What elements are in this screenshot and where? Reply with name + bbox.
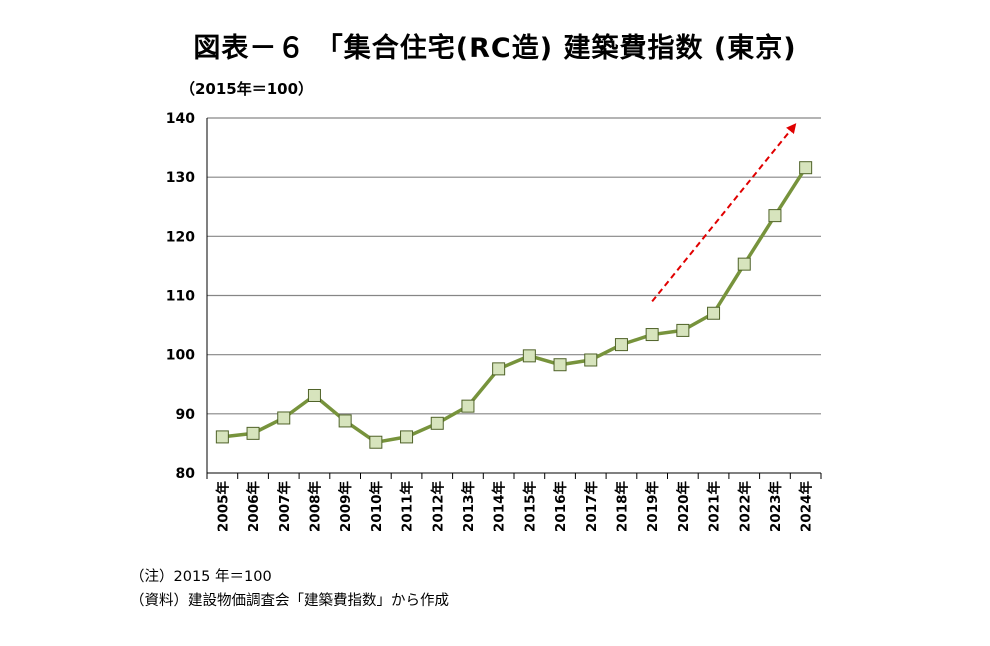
data-point [246,426,260,440]
data-point [584,353,598,367]
x-tick-label: 2014年 [491,481,508,533]
x-tick-label: 2016年 [552,481,569,533]
data-point [553,358,567,372]
data-point [737,257,751,271]
data-point [768,209,782,223]
data-point [277,411,291,425]
x-tick-label: 2006年 [245,481,262,533]
chart-title: 図表－６ 「集合住宅(RC造) 建築費指数 (東京) [193,33,797,64]
x-tick-label: 2007年 [276,481,293,533]
y-tick-label: 90 [176,407,196,423]
y-tick-label: 120 [166,229,195,245]
x-tick-label: 2011年 [399,481,416,533]
x-tick-label: 2023年 [767,481,784,533]
x-tick-label: 2019年 [644,481,661,533]
x-tick-label: 2009年 [337,481,354,533]
y-axis-unit-label: （2015年＝100） [180,80,314,98]
data-point [400,430,414,444]
x-tick-label: 2022年 [736,481,753,533]
x-tick-label: 2021年 [706,481,723,533]
data-point [307,388,321,402]
source-text: （資料）建設物価調査会「建築費指数」から作成 [130,593,449,609]
data-point [645,328,659,342]
x-tick-label: 2008年 [306,481,323,533]
x-tick-label: 2018年 [613,481,630,533]
data-point [676,323,690,337]
trend-arrow [651,123,797,303]
x-tick-label: 2024年 [798,481,815,533]
x-tick-label: 2013年 [460,481,477,533]
y-tick-label: 100 [166,348,195,364]
data-point [614,338,628,352]
data-point [338,414,352,428]
y-tick-label: 110 [166,289,195,305]
data-point [522,349,536,363]
y-tick-label: 140 [166,111,195,127]
x-tick-label: 2015年 [521,481,538,533]
data-point [707,306,721,320]
y-tick-label: 130 [166,170,195,186]
data-point [369,435,383,449]
x-tick-label: 2020年 [675,481,692,533]
y-tick-label: 80 [176,466,196,482]
x-tick-label: 2012年 [429,481,446,533]
data-point [215,430,229,444]
data-point [461,399,475,413]
note-text: （注）2015 年＝100 [130,569,272,585]
x-tick-label: 2017年 [583,481,600,533]
data-point [430,416,444,430]
x-tick-label: 2010年 [368,481,385,533]
x-tick-label: 2005年 [214,481,231,533]
data-point [492,362,506,376]
data-point [799,161,813,175]
